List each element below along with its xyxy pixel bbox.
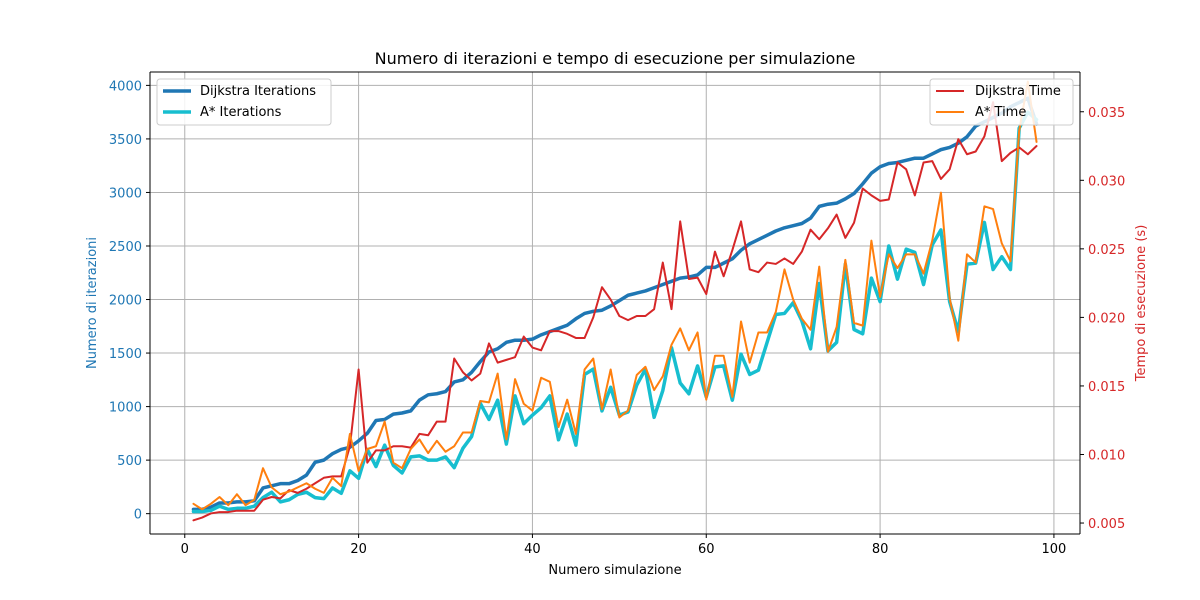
y-left-tick-label: 3000	[109, 186, 142, 201]
x-tick-label: 60	[698, 542, 715, 557]
x-tick-label: 40	[524, 542, 541, 557]
x-tick-label: 0	[181, 542, 189, 557]
legend-label-dijkstra-iterations: Dijkstra Iterations	[200, 84, 316, 99]
legend-right: Dijkstra Time A* Time	[929, 78, 1074, 126]
series-line-dijkstra-time	[192, 101, 1038, 522]
y-right-tick-label: 0.025	[1088, 243, 1125, 258]
y-left-tick-label: 0	[134, 508, 142, 523]
series-line-astar-iterations	[191, 110, 1039, 514]
x-tick-label: 100	[1042, 542, 1067, 557]
y-left-tick-label: 1500	[109, 347, 142, 362]
x-axis-label: Numero simulazione	[548, 563, 681, 578]
y-left-tick-label: 3500	[109, 133, 142, 148]
legend-label-astar-iterations: A* Iterations	[200, 105, 282, 120]
legend-left: Dijkstra Iterations A* Iterations	[156, 78, 332, 126]
y-left-tick-label: 1000	[109, 401, 142, 416]
plot-frame	[149, 71, 1081, 535]
x-tick-label: 80	[872, 542, 889, 557]
y-right-tick-label: 0.030	[1088, 174, 1125, 189]
y-left-tick-label: 500	[117, 454, 142, 469]
y-left-tick-label: 4000	[109, 79, 142, 94]
y-right-tick-label: 0.010	[1088, 448, 1125, 463]
y-right-axis-ticks: 0.005 0.010 0.015 0.020 0.025 0.030 0.035	[1080, 106, 1125, 532]
legend-label-astar-time: A* Time	[975, 105, 1026, 120]
y-left-tick-label: 2500	[109, 240, 142, 255]
legend-left-box	[156, 78, 332, 126]
series-layer	[191, 80, 1039, 522]
y-right-tick-label: 0.015	[1088, 380, 1125, 395]
legend-label-dijkstra-time: Dijkstra Time	[975, 84, 1061, 99]
legend-right-box	[929, 78, 1074, 126]
y-right-tick-label: 0.005	[1088, 517, 1125, 532]
y-left-axis-ticks: 0 500 1000 1500 2000 2500 3000 3500 4000	[109, 79, 150, 523]
y-left-tick-label: 2000	[109, 294, 142, 309]
y-left-axis-label: Numero di iterazioni	[85, 237, 100, 369]
series-line-astar-time	[192, 80, 1038, 511]
series-line-dijkstra-iterations	[191, 96, 1039, 512]
x-axis-ticks: 0 20 40 60 80 100	[181, 534, 1067, 557]
y-right-tick-label: 0.035	[1088, 106, 1125, 121]
grid	[150, 72, 1080, 534]
y-right-axis-label: Tempo di esecuzione (s)	[1134, 225, 1149, 383]
y-right-tick-label: 0.020	[1088, 311, 1125, 326]
x-tick-label: 20	[350, 542, 367, 557]
chart-title: Numero di iterazioni e tempo di esecuzio…	[375, 49, 856, 68]
